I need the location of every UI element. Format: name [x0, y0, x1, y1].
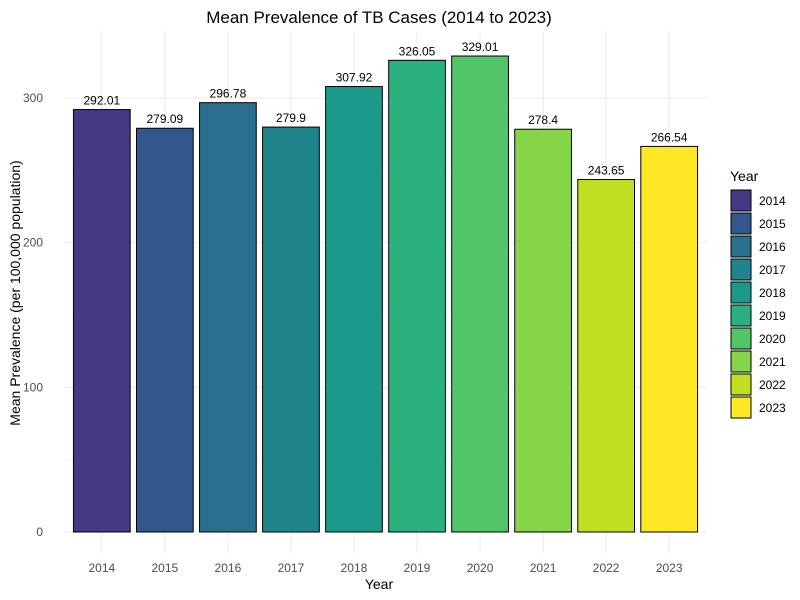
bar-2021 [514, 128, 572, 533]
x-tick-label-2021: 2021 [530, 561, 557, 575]
bar-2017 [262, 126, 320, 533]
x-tick-label-2016: 2016 [215, 561, 242, 575]
y-tick-label: 300 [23, 91, 43, 105]
bars-group [72, 55, 699, 533]
data-label-2020: 329.01 [462, 40, 499, 54]
legend-label-2016: 2016 [759, 240, 786, 254]
bar-2022 [577, 179, 636, 533]
legend-title: Year [730, 168, 759, 184]
legend-key-2015 [730, 212, 752, 235]
bar-2018 [325, 86, 383, 533]
legend-key-2020 [730, 327, 752, 350]
x-tick-label-2015: 2015 [152, 561, 179, 575]
data-label-2021: 278.4 [528, 113, 558, 127]
data-label-2015: 279.09 [147, 112, 184, 126]
x-tick-label-2023: 2023 [656, 561, 683, 575]
bar-2019 [388, 59, 446, 533]
legend-key-2014 [730, 189, 752, 212]
data-label-2016: 296.78 [210, 87, 247, 101]
legend-label-2018: 2018 [759, 286, 786, 300]
bar-2015 [135, 127, 194, 533]
x-tick-labels: 2014 2015 2016 2017 2018 2019 2020 2021 2022 2023 [88, 561, 682, 575]
legend-label-2014: 2014 [759, 194, 786, 208]
x-tick-label-2017: 2017 [278, 561, 305, 575]
legend: Year 2014 2015 2016 2017 2018 2019 2020 2021 202… [730, 168, 786, 419]
legend-label-2021: 2021 [759, 355, 786, 369]
legend-label-2019: 2019 [759, 309, 786, 323]
y-tick-label: 200 [23, 236, 43, 250]
bar-2016 [199, 102, 257, 533]
legend-key-2016 [730, 235, 752, 258]
y-tick-label: 0 [36, 525, 43, 539]
legend-key-2017 [730, 258, 752, 281]
y-axis-title: Mean Prevalence (per 100,000 population) [7, 160, 23, 425]
x-axis-title: Year [365, 576, 394, 592]
legend-label-2017: 2017 [759, 263, 786, 277]
legend-key-2021 [730, 350, 752, 373]
x-tick-label-2019: 2019 [404, 561, 431, 575]
data-label-2022: 243.65 [588, 164, 625, 178]
x-tick-label-2014: 2014 [88, 561, 115, 575]
bar-2014 [72, 109, 131, 533]
y-tick-labels: 0 100 200 300 [23, 91, 43, 539]
data-label-2014: 292.01 [83, 94, 120, 108]
legend-key-2022 [730, 373, 752, 396]
x-tick-label-2022: 2022 [593, 561, 620, 575]
legend-key-2018 [730, 281, 752, 304]
legend-label-2023: 2023 [759, 401, 786, 415]
bar-2020 [451, 55, 509, 533]
bar-2023 [640, 145, 699, 533]
data-label-2018: 307.92 [336, 71, 373, 85]
x-tick-label-2020: 2020 [467, 561, 494, 575]
legend-label-2022: 2022 [759, 378, 786, 392]
legend-label-2020: 2020 [759, 332, 786, 346]
legend-label-2015: 2015 [759, 217, 786, 231]
chart-title: Mean Prevalence of TB Cases (2014 to 202… [206, 8, 552, 27]
legend-key-2019 [730, 304, 752, 327]
data-label-2017: 279.9 [276, 111, 306, 125]
data-label-2019: 326.05 [399, 44, 436, 58]
x-tick-label-2018: 2018 [341, 561, 368, 575]
y-tick-label: 100 [23, 380, 43, 394]
legend-key-2023 [730, 396, 752, 419]
data-label-2023: 266.54 [651, 130, 688, 144]
data-labels-group: 292.01 279.09 296.78 279.9 307.92 326.05 329.0… [83, 40, 687, 177]
